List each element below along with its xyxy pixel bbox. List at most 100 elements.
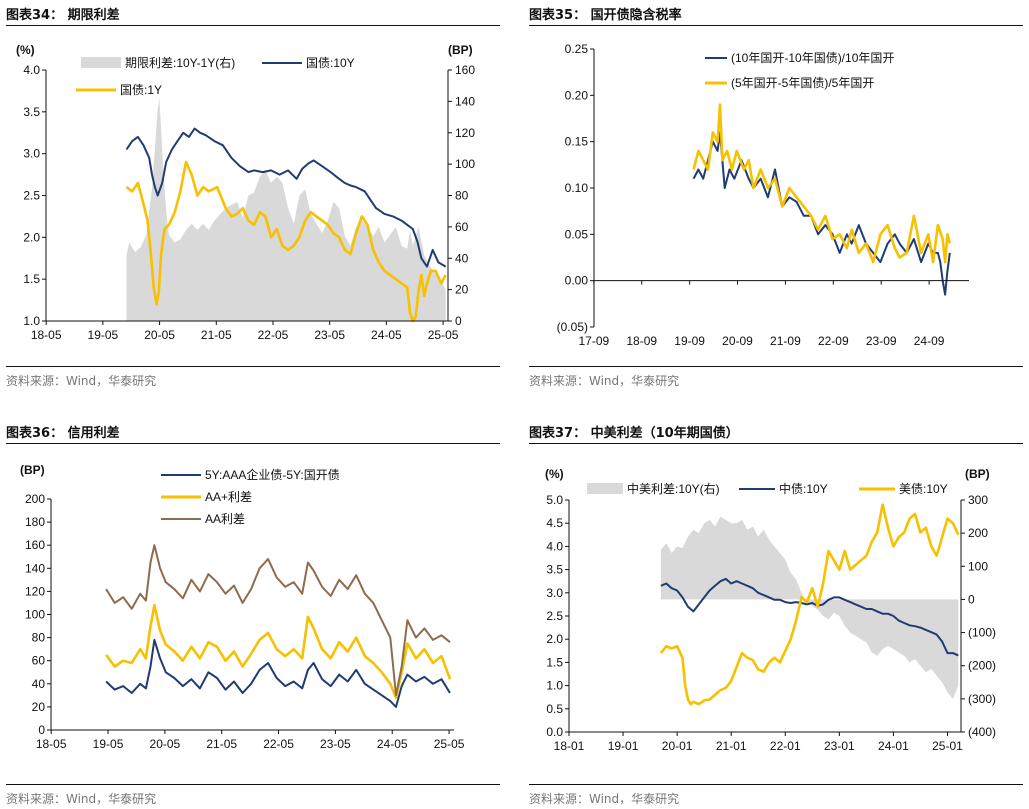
title-rule [6, 25, 500, 26]
legend-label: (10年国开-10年国债)/10年国开 [731, 51, 894, 65]
y-tick-label: 2.0 [546, 632, 563, 646]
y-tick-label: (0.05) [557, 320, 588, 334]
panel-term-spread: 图表34： 期限利差 1.0 1.5 2.0 2.5 3.0 3.5 4.0 0 20 40 60 8… [6, 0, 506, 390]
x-tick-label: 24-01 [878, 739, 909, 753]
chart-title: 图表36： 信用利差 [6, 426, 120, 441]
y-tick-label: 60 [32, 654, 46, 668]
x-tick-label: 22-09 [818, 334, 849, 348]
y-tick-label-right: (100) [968, 626, 996, 640]
x-tick-label: 25-05 [428, 328, 459, 342]
x-tick-label: 19-01 [608, 739, 639, 753]
x-tick-label: 19-09 [674, 334, 705, 348]
y-tick-label: 1.0 [23, 314, 40, 328]
y-tick-label-right: (400) [968, 725, 996, 739]
source-rule [529, 366, 1023, 367]
y-tick-label: 2.5 [546, 609, 563, 623]
y-tick-label: 3.0 [23, 147, 40, 161]
legend-label: 国债:1Y [120, 83, 162, 97]
y-tick-label: 1.5 [546, 655, 563, 669]
panel-credit-spread: 图表36： 信用利差 0 20 40 60 80 100 120 140 160 180 200 18… [6, 418, 506, 808]
y-tick-label-right: 60 [455, 220, 469, 234]
y-tick-label: 160 [25, 538, 45, 552]
y-tick-label: 200 [25, 492, 45, 506]
series-line-0 [692, 131, 951, 296]
title-rule [529, 25, 1023, 26]
term-spread-chart: 1.0 1.5 2.0 2.5 3.0 3.5 4.0 0 20 40 60 80 100 120 140 1… [16, 43, 475, 342]
x-tick-label: 22-05 [263, 737, 294, 751]
x-tick-label: 24-09 [914, 334, 945, 348]
x-tick-label: 23-09 [866, 334, 897, 348]
y-tick-label-right: 40 [455, 251, 469, 265]
y-tick-label-right: 100 [968, 559, 988, 573]
x-tick-label: 21-05 [206, 737, 237, 751]
y-unit-left: (%) [16, 43, 35, 57]
series-line-2 [659, 503, 960, 706]
source-rule [6, 366, 500, 367]
y-tick-label: 0.00 [565, 274, 589, 288]
chart-title: 图表34： 期限利差 [6, 8, 120, 23]
x-tick-label: 24-05 [377, 737, 408, 751]
y-tick-label: 20 [32, 700, 46, 714]
x-tick-label: 23-01 [824, 739, 855, 753]
series-line-2 [105, 544, 451, 697]
series-line-1 [105, 604, 452, 699]
source-note: 资料来源：Wind，华泰研究 [6, 792, 157, 806]
legend-label: 期限利差:10Y-1Y(右) [125, 55, 235, 70]
x-tick-label: 20-05 [150, 737, 181, 751]
y-tick-label: 4.0 [546, 539, 563, 553]
x-tick-label: 18-01 [554, 739, 585, 753]
series-line-0 [105, 638, 451, 708]
y-tick-label-right: 0 [455, 314, 462, 328]
legend-label: 中债:10Y [779, 481, 828, 496]
x-tick-label: 18-09 [626, 334, 657, 348]
x-tick-label: 21-01 [716, 739, 747, 753]
y-tick-label: 0.20 [565, 88, 589, 102]
x-tick-label: 23-05 [320, 737, 351, 751]
title-rule [529, 443, 1023, 444]
y-tick-label-right: (300) [968, 692, 996, 706]
source-note: 资料来源：Wind，华泰研究 [529, 374, 680, 388]
source-note: 资料来源：Wind，华泰研究 [6, 374, 157, 388]
chart-title: 图表37： 中美利差（10年期国债） [529, 426, 739, 441]
legend-label: (5年国开-5年国债)/5年国开 [731, 76, 874, 90]
y-tick-label: 5.0 [546, 493, 563, 507]
y-tick-label-right: 140 [455, 94, 475, 108]
y-tick-label: 2.5 [23, 189, 40, 203]
y-unit-left: (%) [545, 467, 564, 481]
y-unit-right: (BP) [965, 467, 990, 481]
x-tick-label: 25-01 [932, 739, 963, 753]
x-tick-label: 20-09 [722, 334, 753, 348]
legend-label: AA+利差 [205, 490, 252, 504]
source-note: 资料来源：Wind，华泰研究 [529, 792, 680, 806]
y-tick-label-right: 200 [968, 526, 988, 540]
x-tick-label: 19-05 [93, 737, 124, 751]
y-tick-label: 3.5 [23, 105, 40, 119]
x-tick-label: 22-05 [258, 328, 289, 342]
y-tick-label: 0.10 [565, 181, 589, 195]
series-line-1 [125, 127, 447, 268]
y-tick-label-right: 300 [968, 493, 988, 507]
implied-tax-chart: (0.05) 0.00 0.05 0.10 0.15 0.20 0.25 17-09 18-09… [557, 42, 969, 348]
y-tick-label: 0.15 [565, 135, 589, 149]
y-tick-label: 0.0 [546, 725, 563, 739]
title-rule [6, 443, 500, 444]
x-tick-label: 17-09 [578, 334, 609, 348]
x-tick-label: 18-05 [36, 737, 67, 751]
x-tick-label: 22-01 [770, 739, 801, 753]
legend-label: 美债:10Y [899, 482, 948, 496]
legend-label: 5Y:AAA企业债-5Y:国开债 [205, 467, 340, 482]
y-tick-label: 140 [25, 561, 45, 575]
y-tick-label: 120 [25, 584, 45, 598]
series-area-0 [660, 516, 959, 699]
credit-spread-chart: 0 20 40 60 80 100 120 140 160 180 200 18-05 19-05 20-… [20, 463, 465, 751]
x-tick-label: 20-05 [144, 328, 175, 342]
y-tick-label: 4.5 [546, 516, 563, 530]
y-tick-label: 1.0 [546, 679, 563, 693]
panel-implied-tax-rate: 图表35： 国开债隐含税率 (0.05) 0.00 0.05 0.10 0.15 0.20… [529, 0, 1029, 390]
source-rule [6, 784, 500, 785]
legend-swatch-area [587, 483, 623, 494]
y-tick-label: 4.0 [23, 63, 40, 77]
y-tick-label: 40 [32, 677, 46, 691]
y-tick-label: 0.25 [565, 42, 589, 56]
y-tick-label: 3.5 [546, 563, 563, 577]
